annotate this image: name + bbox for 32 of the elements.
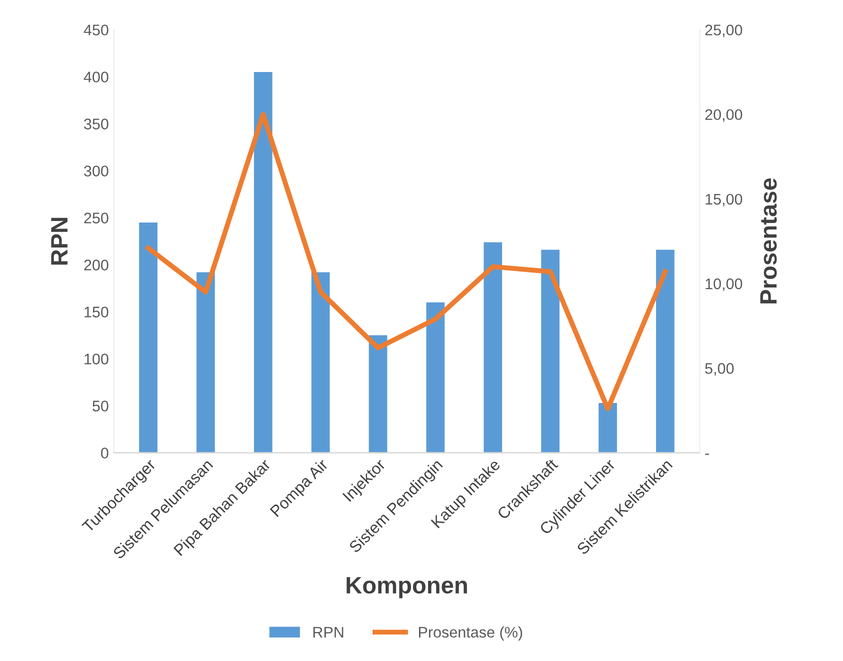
bar xyxy=(139,222,158,453)
legend-label: Prosentase (%) xyxy=(419,626,522,641)
y2-tick-label: 20,00 xyxy=(705,109,742,122)
y2-tick-label: - xyxy=(705,454,709,455)
y-tick-label: 150 xyxy=(84,306,108,318)
y-tick-label: 400 xyxy=(84,72,108,82)
bar xyxy=(541,250,560,453)
y-tick-label: 350 xyxy=(84,118,108,130)
bar xyxy=(656,250,674,453)
legend-label: RPN xyxy=(313,626,344,638)
bar xyxy=(254,72,272,453)
bar xyxy=(598,402,617,453)
y-tick-label: 50 xyxy=(92,400,108,412)
y-tick-label: 0 xyxy=(101,448,108,458)
y-tick-label: 200 xyxy=(84,260,108,270)
y2-tick-label: 25,00 xyxy=(705,24,742,38)
y-tick-label: 100 xyxy=(84,354,108,364)
y-tick-label: 450 xyxy=(84,24,108,36)
bar xyxy=(196,272,215,453)
bar xyxy=(311,272,330,453)
bar xyxy=(484,242,502,453)
line-series xyxy=(146,112,668,412)
y-tick-label: 250 xyxy=(84,212,108,224)
y2-tick-label: 15,00 xyxy=(706,194,742,206)
bar xyxy=(368,335,388,453)
bar xyxy=(426,302,445,453)
y2-tick-label: 5,00 xyxy=(705,363,734,376)
y2-axis-title: Prosentase xyxy=(760,178,777,304)
y-tick-label: 300 xyxy=(84,166,108,176)
x-axis-title: Komponen xyxy=(346,577,467,598)
y-axis-title: RPN xyxy=(51,218,68,265)
y2-tick-label: 10,00 xyxy=(706,278,742,292)
